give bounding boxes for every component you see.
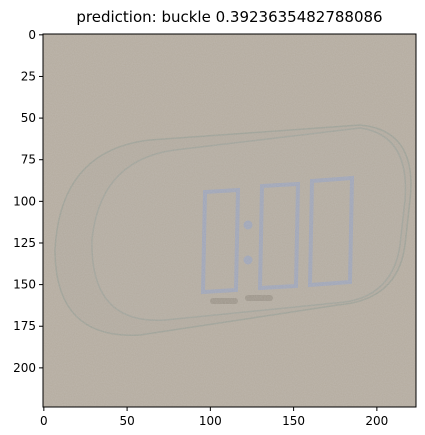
- x-tick-label: 150: [282, 414, 305, 428]
- plot-title: prediction: buckle 0.3923635482788086: [76, 8, 383, 26]
- x-tick-label: 50: [119, 414, 134, 428]
- image-content: [43, 34, 416, 407]
- x-tick-label: 100: [199, 414, 222, 428]
- x-axis: 0 50 100 150 200: [40, 407, 388, 428]
- y-tick-label: 100: [13, 194, 36, 208]
- noise-overlay: [43, 34, 416, 407]
- x-tick-label: 200: [365, 414, 388, 428]
- y-tick-label: 125: [13, 236, 36, 250]
- y-tick-label: 175: [13, 319, 36, 333]
- axes-frame: [42, 33, 417, 408]
- x-tick-label: 0: [40, 414, 48, 428]
- y-tick-label: 150: [13, 278, 36, 292]
- y-axis: 0 25 50 75 100 125 150 175 200: [13, 28, 43, 375]
- y-tick-label: 25: [21, 69, 36, 83]
- y-tick-label: 50: [21, 111, 36, 125]
- y-tick-label: 0: [28, 28, 36, 42]
- y-tick-label: 200: [13, 361, 36, 375]
- y-tick-label: 75: [21, 153, 36, 167]
